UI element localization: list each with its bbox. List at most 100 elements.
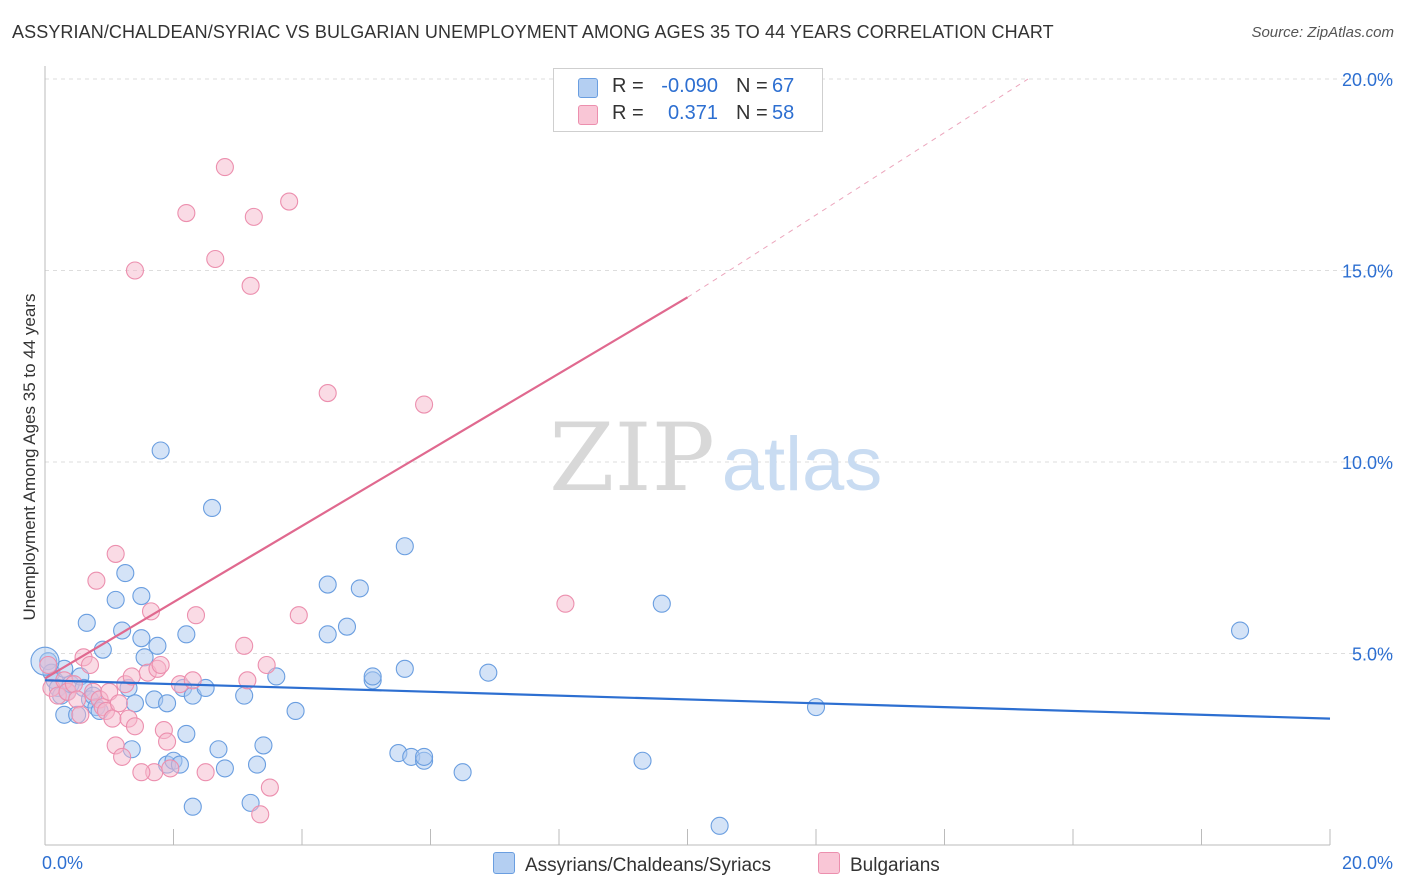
legend-r-label: R = [612,75,644,97]
assyrians-point [247,755,267,774]
bulgarians-point [260,778,279,797]
bulgarians-point [109,694,128,713]
assyrians-point [633,751,652,770]
bulgarians-point [318,384,337,403]
bulgarians-point [244,207,263,226]
assyrians-point [132,586,151,606]
bulgarians-trend-line [44,296,689,680]
bulgarians-point [106,544,125,563]
assyrians-point [148,636,167,655]
bulgarians-point [556,594,575,613]
legend-n-value: 58 [772,102,795,124]
bulgarians-point [71,705,90,724]
bottom-legend-swatch-pink [818,852,840,874]
trend-lines [44,78,1331,720]
y-tick-label: 20.0% [1342,70,1393,90]
assyrians-point [177,724,196,743]
assyrians-point [235,686,254,705]
legend-r-label: R = [612,102,644,124]
y-tick-label: 5.0% [1352,645,1393,665]
legend-n-value: 67 [772,75,795,97]
legend-row-bulgarians: R = 0.371 N = 58 [554,101,822,127]
source-label: Source: ZipAtlas.com [1251,24,1394,41]
assyrians-point [203,498,222,518]
assyrians-point [395,659,414,678]
x-tick-label: 0.0% [42,853,83,873]
bulgarians-point [280,192,299,211]
assyrians-point [254,736,273,755]
assyrians-point [151,441,170,460]
assyrians-point [363,667,382,686]
legend-swatch-pink [578,105,598,125]
assyrians-point [337,617,357,636]
bulgarians-point [132,763,151,782]
assyrians-point [183,797,202,816]
bulgarians-point [177,204,196,223]
assyrians-point [177,625,196,644]
assyrians-point [209,740,228,759]
assyrians-trend-line [44,679,1331,720]
watermark-zip: ZIP [549,404,715,513]
assyrians-point [125,694,144,713]
legend-r-value: 0.371 [667,102,718,124]
bulgarians-point [257,655,276,675]
bulgarians-point [125,261,144,280]
tick-labels: 5.0% 10.0% 15.0% 20.0% 0.0% 20.0% [42,70,1393,873]
bottom-legend-assyrians: Assyrians/Chaldeans/Syriacs [493,852,771,877]
assyrians-point [132,629,151,648]
y-tick-label: 10.0% [1342,453,1393,473]
bottom-legend-label: Assyrians/Chaldeans/Syriacs [525,855,772,876]
bottom-legend-swatch-blue [493,852,515,874]
bulgarians-point [251,805,270,824]
legend-row-assyrians: R = -0.090 N = 67 [554,74,822,100]
assyrians-point [395,537,414,556]
bottom-legend-bulgarians: Bulgarians [818,852,940,877]
assyrians-point [350,579,369,598]
bulgarians-point [215,158,234,177]
legend-n-label: N = [736,75,768,97]
bulgarians-point [161,759,180,778]
bulgarians-point [151,655,170,675]
assyrians-point [806,698,826,717]
correlation-legend: R = -0.090 N = 67 R = 0.371 N = 58 [553,68,823,132]
bulgarians-point [196,763,215,782]
assyrians-point [1231,621,1250,640]
chart-title: ASSYRIAN/CHALDEAN/SYRIAC VS BULGARIAN UN… [12,22,1054,42]
assyrians-point [318,625,337,644]
assyrians-point [415,747,434,766]
y-axis-label: Unemployment Among Ages 35 to 44 years [20,294,39,621]
bulgarians-point [206,249,225,269]
bulgarians-point [289,606,308,625]
series-bulgarians-points [39,158,575,824]
x-tick-label: 20.0% [1342,853,1393,873]
bulgarians-point [80,655,100,675]
bulgarians-point [183,671,202,690]
watermark-atlas: atlas [722,422,883,507]
bulgarians-point [113,747,132,766]
bulgarians-point [235,636,254,655]
bulgarians-point [68,690,87,709]
bulgarians-point [238,671,257,690]
assyrians-point [318,575,337,594]
bulgarians-point [39,655,58,675]
assyrians-point [286,701,305,721]
bulgarians-point [158,732,177,751]
assyrians-point [479,663,498,682]
assyrians-point [652,594,671,613]
assyrians-point [215,759,234,778]
y-tick-label: 15.0% [1342,262,1393,282]
assyrians-point [158,694,177,713]
legend-swatch-blue [578,78,598,98]
bulgarians-point [87,571,106,590]
grid-lines [45,78,1395,654]
assyrians-point [77,613,96,632]
bulgarians-point [241,276,260,295]
assyrians-point [106,590,125,609]
assyrians-point [710,816,729,835]
bulgarians-point [64,675,83,694]
legend-n-label: N = [736,102,768,124]
bulgarians-trend-extension [687,78,1029,298]
bulgarians-point [415,395,434,414]
assyrians-point [116,564,135,583]
